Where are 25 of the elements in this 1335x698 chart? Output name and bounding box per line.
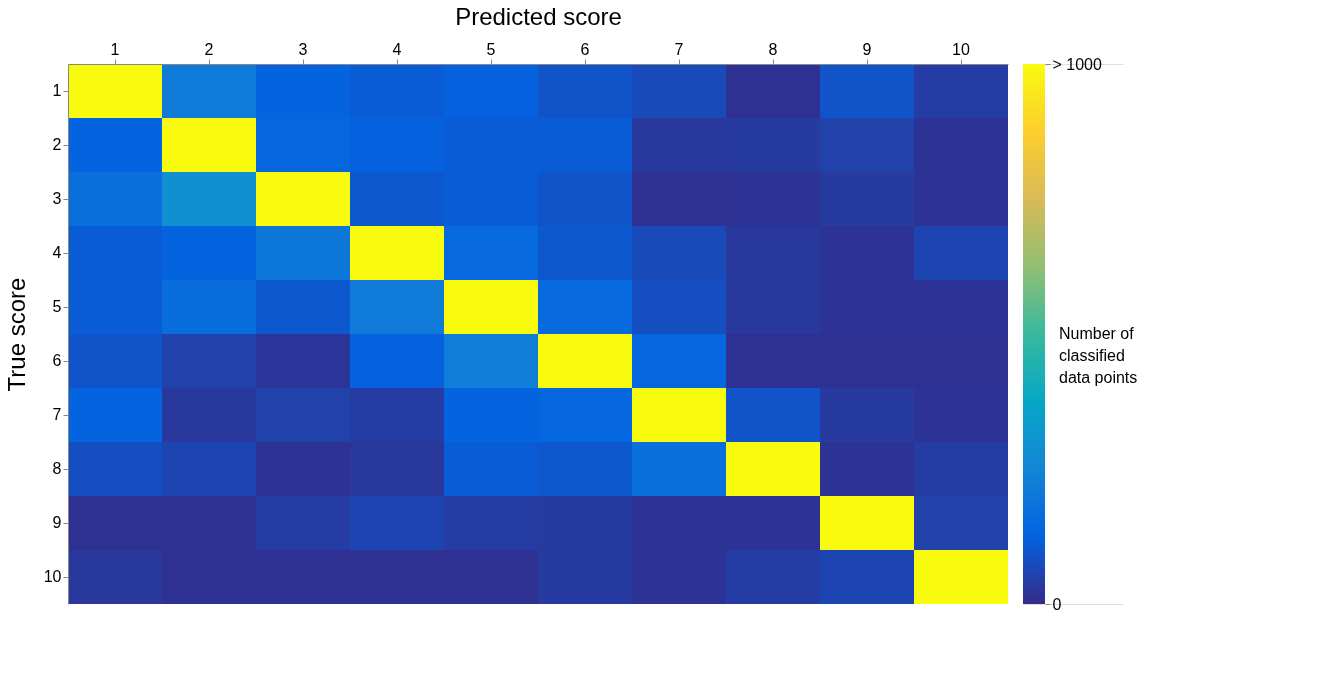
y-tick-label: 6 [52, 352, 62, 369]
y-axis-title: True score [2, 277, 30, 392]
y-tick-label: 7 [52, 406, 62, 423]
x-tick-label: 8 [768, 40, 778, 58]
x-tick-label: 9 [862, 40, 872, 58]
color-bar-label: 0 [1052, 595, 1062, 613]
x-tick-label: 7 [674, 40, 684, 58]
x-tick-label: 4 [392, 40, 402, 58]
y-tick-label: 5 [52, 298, 62, 315]
color-bar-label: > 1000 [1052, 55, 1102, 73]
x-tick-label: 3 [298, 40, 308, 58]
y-tick-label: 9 [52, 514, 62, 531]
y-tick-label: 8 [52, 460, 62, 477]
y-tick-label: 1 [52, 82, 62, 99]
x-tick-label: 2 [204, 40, 214, 58]
x-tick-label: 6 [580, 40, 590, 58]
x-tick-label: 1 [110, 40, 120, 58]
y-tick-label: 3 [52, 190, 62, 207]
color-bar-title: Number of classified data points [1059, 325, 1138, 386]
y-tick-label: 2 [52, 136, 62, 153]
y-tick-label: 4 [52, 244, 62, 261]
x-tick-label: 10 [952, 40, 970, 58]
x-tick-label: 5 [486, 40, 496, 58]
x-axis-title: Predicted score [455, 2, 622, 30]
y-tick-label: 10 [43, 568, 62, 585]
